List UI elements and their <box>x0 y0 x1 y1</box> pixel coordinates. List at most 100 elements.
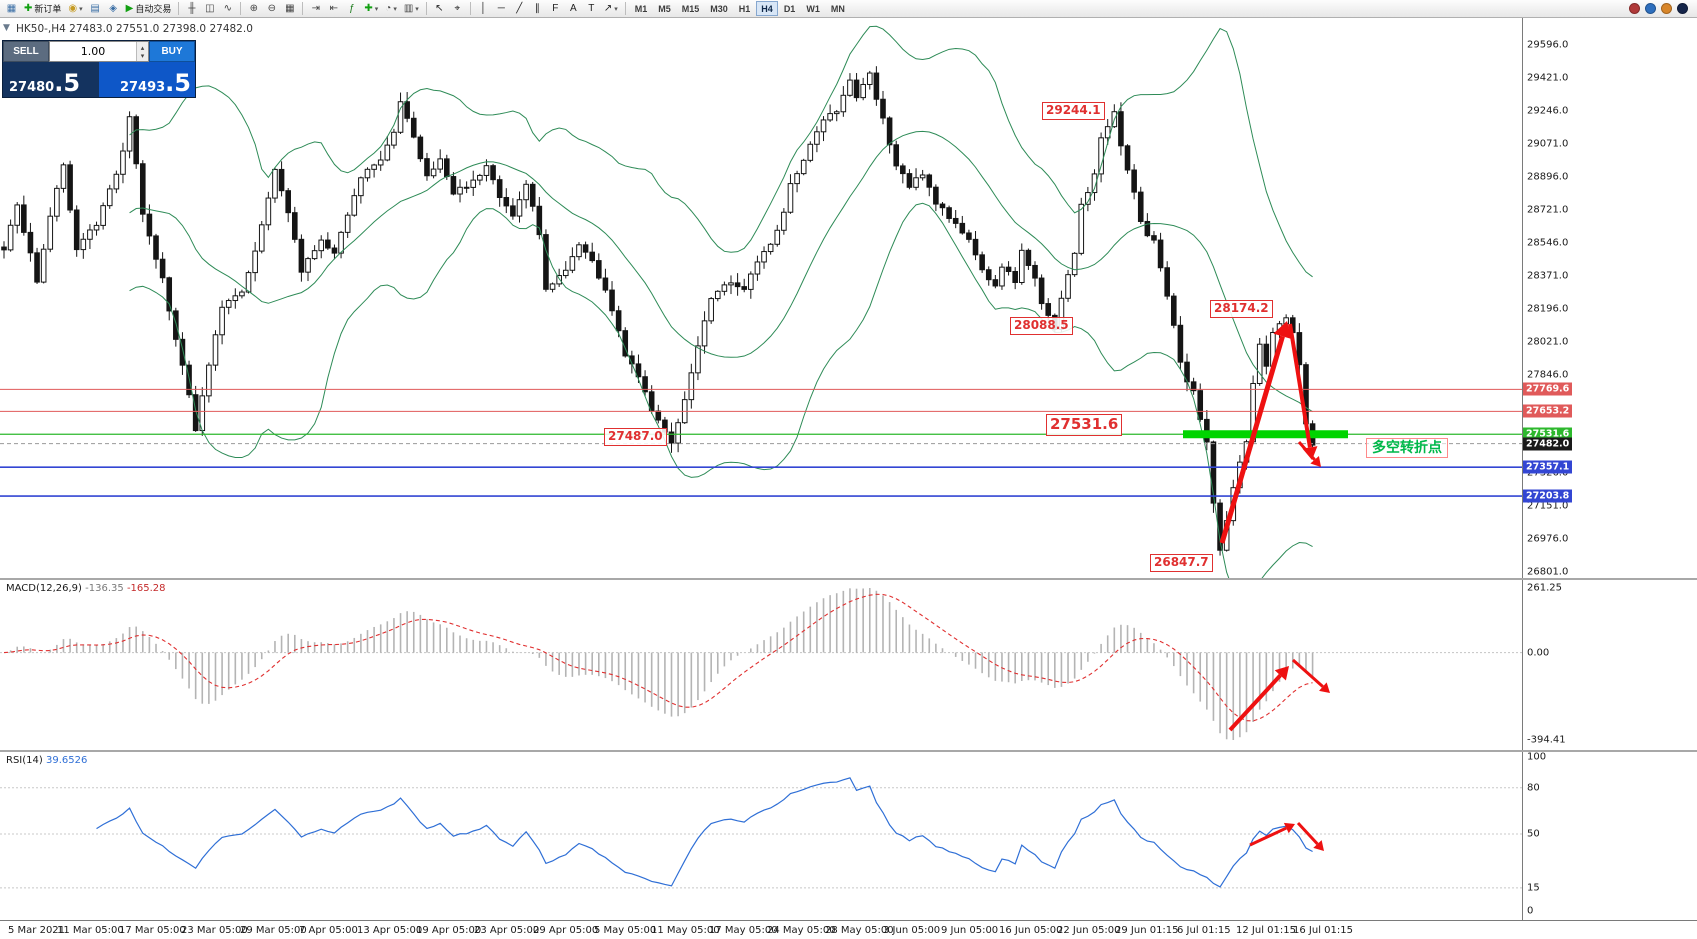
timeframe-button-MN[interactable]: MN <box>826 1 850 16</box>
templates-icon: ▥ <box>403 2 414 14</box>
price-label-28088-5[interactable]: 28088.5 <box>1010 317 1073 335</box>
rsi-axis-label: 100 <box>1527 751 1547 763</box>
timeframe-button-D1[interactable]: D1 <box>779 1 801 16</box>
sell-button[interactable]: SELL <box>3 41 49 62</box>
indicators-icon[interactable]: ƒ <box>343 1 360 17</box>
auto-trading-button-label: 自动交易 <box>135 4 172 14</box>
price-axis-tag: 27482.0 <box>1523 437 1573 451</box>
price-axis-label: 26801.0 <box>1527 566 1569 578</box>
tray-icon-red[interactable] <box>1629 3 1640 14</box>
price-label-27487-0[interactable]: 27487.0 <box>604 428 667 446</box>
add-indicator-icon: ✚ <box>364 2 373 14</box>
market-watch-icon[interactable]: ▤ <box>87 1 104 17</box>
time-axis-label: 11 May 05:00 <box>651 925 720 936</box>
cursor-icon[interactable]: ↖ <box>431 1 448 17</box>
price-axis-label: 28546.0 <box>1527 237 1569 249</box>
timeframe-button-M15[interactable]: M15 <box>677 1 705 16</box>
time-axis-label: 11 Mar 05:00 <box>57 925 124 936</box>
rsi-value: 39.6526 <box>45 755 88 766</box>
horizontal-line-icon[interactable]: ─ <box>493 1 510 17</box>
volume-down-icon[interactable]: ▾ <box>140 51 145 60</box>
timeframe-button-M30[interactable]: M30 <box>705 1 733 16</box>
macd-label: MACD(12,26,9) -136.35 -165.28 <box>6 583 166 594</box>
price-label-29244-1[interactable]: 29244.1 <box>1042 102 1105 120</box>
zoom-out-icon[interactable]: ⊖ <box>263 1 280 17</box>
price-axis-label: 29071.0 <box>1527 138 1569 150</box>
new-chart-icon[interactable]: ▦ <box>3 1 20 17</box>
toolbar-separator <box>240 2 242 15</box>
main-chart-panel: ▼ HK50-,H4 27483.0 27551.0 27398.0 27482… <box>0 18 1522 578</box>
sell-price[interactable]: 27480.5 <box>3 62 99 97</box>
time-axis-label: 29 Apr 05:00 <box>533 925 599 936</box>
timeframe-button-W1[interactable]: W1 <box>801 1 825 16</box>
chart-shift-icon: ⇤ <box>329 2 339 14</box>
price-label-27531-6[interactable]: 27531.6 <box>1046 414 1123 436</box>
one-click-collapse-icon[interactable]: ▼ <box>3 23 10 33</box>
vertical-line-icon[interactable]: │ <box>475 1 492 17</box>
panel-splitter[interactable] <box>0 750 1697 752</box>
channel-icon[interactable]: ∥ <box>529 1 546 17</box>
sell-price-main: 27480 <box>9 79 55 95</box>
bar-chart-icon[interactable]: ╫ <box>183 1 200 17</box>
main-toolbar: ▦ ✚ 新订单 ◉ ▾ ▤ ◈ ▶ 自动交易 ╫ ◫ ∿ ⊕ ⊖ ▦ ⇥ ⇤ ƒ ✚ ▾ ◔ ▾ ▥ ▾ ↖ ⌖ │ ─ ╱ ∥ F A T ↗ ▾… <box>0 0 1697 18</box>
crosshair-icon: ⌖ <box>454 2 461 14</box>
rsi-canvas[interactable] <box>0 752 1522 920</box>
toolbar-separator <box>624 2 626 15</box>
arrows-tool-icon[interactable]: ↗ ▾ <box>601 1 621 17</box>
templates-icon[interactable]: ▥ ▾ <box>401 1 422 17</box>
tray-icon-orange[interactable] <box>1661 3 1672 14</box>
macd-axis-label: -394.41 <box>1527 734 1566 746</box>
periods-icon[interactable]: ◔ ▾ <box>382 1 400 17</box>
candlestick-chart-icon: ◫ <box>205 2 215 14</box>
line-chart-icon[interactable]: ∿ <box>219 1 236 17</box>
price-axis-label: 29246.0 <box>1527 105 1569 117</box>
tray-icon-navy[interactable] <box>1677 3 1688 14</box>
candlestick-chart-icon[interactable]: ◫ <box>201 1 218 17</box>
price-axis-label: 28371.0 <box>1527 270 1569 282</box>
auto-trading-button[interactable]: ▶ 自动交易 <box>123 1 175 17</box>
timeframe-button-H4[interactable]: H4 <box>756 1 778 16</box>
timeframe-button-M5[interactable]: M5 <box>653 1 676 16</box>
text-icon[interactable]: A <box>565 1 582 17</box>
add-indicator-icon[interactable]: ✚ ▾ <box>361 1 381 17</box>
chevron-down-icon: ▾ <box>415 5 419 13</box>
time-axis-label: 16 Jun 05:00 <box>999 925 1063 936</box>
trendline-icon[interactable]: ╱ <box>511 1 528 17</box>
buy-price[interactable]: 27493.5 <box>99 62 195 97</box>
time-axis-label: 12 Jul 01:15 <box>1236 925 1296 936</box>
data-window-icon[interactable]: ◈ <box>105 1 122 17</box>
turning-point-label[interactable]: 多空转折点 <box>1366 438 1448 459</box>
time-axis-label: 22 Jun 05:00 <box>1057 925 1121 936</box>
fibonacci-icon[interactable]: F <box>547 1 564 17</box>
price-axis-tag: 27769.6 <box>1523 382 1573 396</box>
panel-splitter[interactable] <box>0 578 1697 580</box>
time-axis-label: 16 Jul 01:15 <box>1293 925 1353 936</box>
bar-chart-icon: ╫ <box>188 2 196 14</box>
time-axis-label: 28 May 05:00 <box>825 925 894 936</box>
price-axis-tag: 27203.8 <box>1523 489 1573 503</box>
price-axis-label: 28896.0 <box>1527 171 1569 183</box>
volume-up-icon[interactable]: ▴ <box>140 43 145 52</box>
time-axis[interactable]: 5 Mar 2021 11 Mar 05:00 17 Mar 05:00 23 Mar… <box>0 920 1697 939</box>
tile-windows-icon[interactable]: ▦ <box>281 1 298 17</box>
tray-icon-blue[interactable] <box>1645 3 1656 14</box>
zoom-in-icon[interactable]: ⊕ <box>245 1 262 17</box>
profiles-icon[interactable]: ◉ ▾ <box>65 1 85 17</box>
buy-button[interactable]: BUY <box>149 41 195 62</box>
price-axis-tag: 27357.1 <box>1523 460 1573 474</box>
auto-scroll-icon[interactable]: ⇥ <box>307 1 324 17</box>
chart-shift-icon[interactable]: ⇤ <box>325 1 342 17</box>
crosshair-icon[interactable]: ⌖ <box>449 1 466 17</box>
macd-canvas[interactable] <box>0 580 1522 750</box>
text-label-icon[interactable]: T <box>583 1 600 17</box>
volume-input[interactable] <box>50 42 136 61</box>
toolbar-separator <box>302 2 304 15</box>
cursor-icon: ↖ <box>435 2 444 14</box>
price-chart-canvas[interactable] <box>0 18 1522 578</box>
timeframe-button-M1[interactable]: M1 <box>630 1 653 16</box>
price-label-28174-2[interactable]: 28174.2 <box>1210 300 1273 318</box>
zoom-in-icon: ⊕ <box>249 2 259 14</box>
new-order-button[interactable]: ✚ 新订单 <box>21 1 64 17</box>
price-label-26847-7[interactable]: 26847.7 <box>1150 554 1213 572</box>
timeframe-button-H1[interactable]: H1 <box>734 1 756 16</box>
